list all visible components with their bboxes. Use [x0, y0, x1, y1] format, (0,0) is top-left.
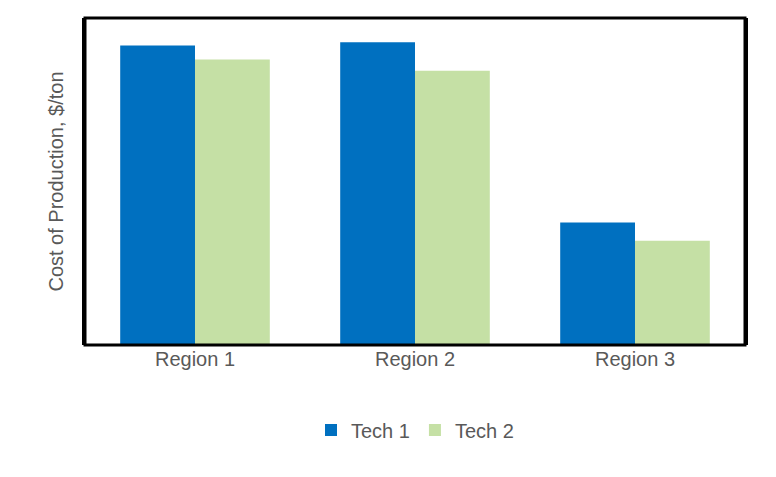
svg-text:Cost of Production, $/ton: Cost of Production, $/ton — [45, 71, 67, 291]
svg-text:Tech 1: Tech 1 — [351, 420, 410, 442]
svg-text:Region 3: Region 3 — [595, 348, 675, 370]
svg-text:Tech 2: Tech 2 — [455, 420, 514, 442]
svg-text:Region 2: Region 2 — [375, 348, 455, 370]
svg-text:Region 1: Region 1 — [155, 348, 235, 370]
